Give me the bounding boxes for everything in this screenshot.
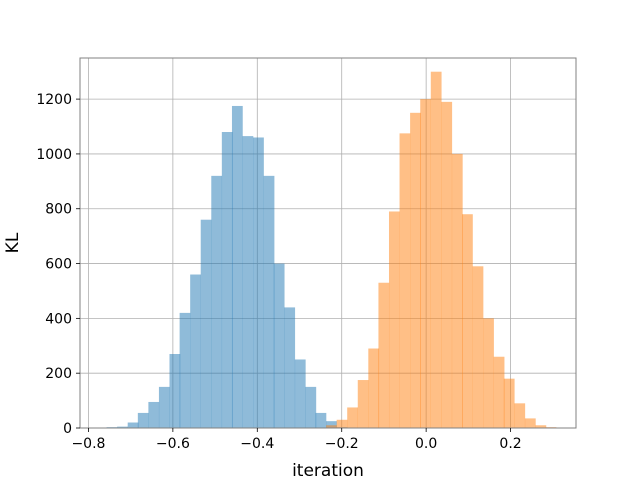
histogram-bar xyxy=(169,354,181,428)
y-tick-label: 200 xyxy=(45,366,72,382)
histogram-bar xyxy=(211,175,223,428)
histogram-bar xyxy=(253,137,264,428)
histogram-bar xyxy=(378,282,390,428)
histogram-series xyxy=(326,71,557,429)
plot-area-frame xyxy=(79,57,577,429)
y-axis-label: KL xyxy=(3,232,23,253)
y-tick-label: 400 xyxy=(45,311,72,327)
histogram-bar xyxy=(483,318,494,428)
x-axis-label: iteration xyxy=(292,461,364,480)
histogram-bar xyxy=(273,263,285,428)
histogram-bar xyxy=(190,274,201,428)
y-tick-label: 600 xyxy=(45,257,72,273)
x-tick-label: 0.0 xyxy=(415,436,437,452)
histogram-bar xyxy=(263,175,275,428)
y-tick-label: 1000 xyxy=(36,147,72,163)
histogram-bar xyxy=(305,386,317,428)
histogram-bar xyxy=(231,105,243,429)
histogram-bar xyxy=(148,401,160,428)
histogram-bar xyxy=(368,348,380,428)
histogram-bar xyxy=(441,101,453,428)
y-tick-label: 800 xyxy=(45,202,72,218)
histogram-bar xyxy=(451,153,463,429)
x-tick-label: −0.6 xyxy=(156,436,190,452)
histogram-bar xyxy=(524,418,536,428)
histogram-bar xyxy=(514,403,526,428)
histogram-bar xyxy=(420,99,432,428)
histogram-bar xyxy=(284,307,296,428)
histogram-bar xyxy=(326,421,337,428)
x-tick-label: −0.4 xyxy=(240,436,274,452)
histogram-bar xyxy=(158,386,170,428)
y-tick-label: 0 xyxy=(63,421,72,437)
histogram-bar xyxy=(503,378,515,428)
histogram-bar xyxy=(127,422,139,428)
histogram-bar xyxy=(242,136,254,428)
histogram-bar xyxy=(472,266,484,428)
x-tick-label: −0.2 xyxy=(325,436,359,452)
histogram-bar xyxy=(430,71,442,428)
histogram-bar xyxy=(294,359,306,428)
x-tick-label: −0.8 xyxy=(71,436,105,452)
histogram-bar xyxy=(336,419,348,428)
histogram-series xyxy=(106,105,348,429)
histogram-bar xyxy=(493,356,505,428)
histogram-bars xyxy=(106,71,557,429)
histogram-bar xyxy=(347,407,358,428)
histogram-bar xyxy=(462,214,473,428)
histogram-bar xyxy=(315,412,327,428)
histogram-bar xyxy=(179,312,191,428)
histogram-bar xyxy=(200,219,212,428)
histogram-bar xyxy=(410,112,421,428)
histogram-bar xyxy=(399,133,411,429)
axis-ticks: −0.8 −0.6 −0.4 −0.2 0.0 0.2 0 200 400 600 800 1000 1… xyxy=(36,92,521,452)
histogram-bar xyxy=(388,211,400,428)
histogram-bar xyxy=(326,425,337,428)
histogram-bar xyxy=(117,426,128,428)
histogram-bar xyxy=(137,412,149,428)
histogram-bar xyxy=(221,132,233,428)
histogram-bar xyxy=(535,425,547,428)
histogram-bar xyxy=(357,380,369,428)
y-tick-label: 1200 xyxy=(36,92,72,108)
x-tick-label: 0.2 xyxy=(499,436,521,452)
